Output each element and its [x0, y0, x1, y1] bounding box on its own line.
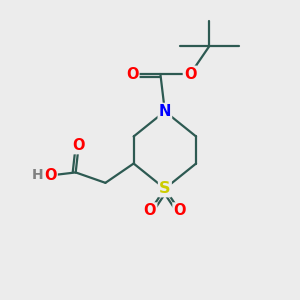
Text: O: O: [144, 203, 156, 218]
Text: O: O: [173, 203, 186, 218]
Text: O: O: [126, 67, 138, 82]
Text: S: S: [159, 181, 171, 196]
Text: O: O: [44, 168, 57, 183]
Text: O: O: [72, 138, 85, 153]
Text: H: H: [32, 168, 44, 182]
Text: O: O: [184, 67, 197, 82]
Text: N: N: [159, 104, 171, 119]
